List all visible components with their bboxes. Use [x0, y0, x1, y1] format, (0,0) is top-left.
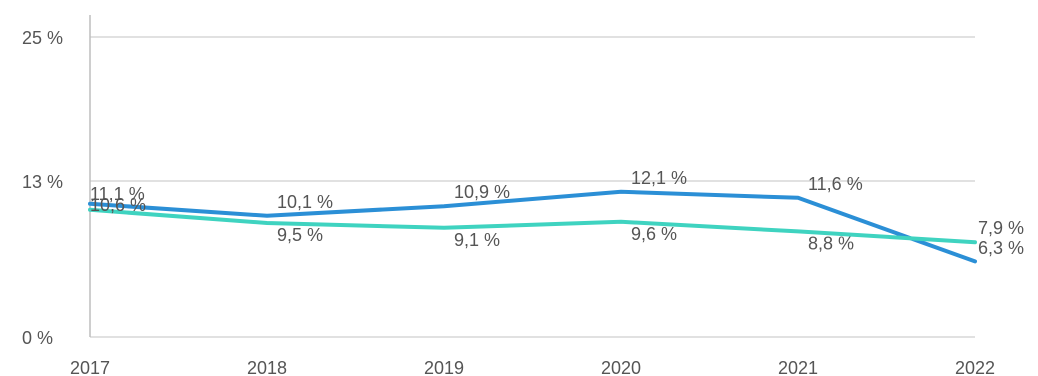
data-label: 12,1 %	[631, 168, 687, 188]
data-label: 10,9 %	[454, 182, 510, 202]
series-line-1	[88, 189, 977, 264]
data-label: 11,6 %	[808, 174, 863, 194]
x-tick-label: 2021	[778, 358, 818, 376]
x-tick-labels: 2017 2018 2019 2020 2021 2022	[70, 358, 995, 376]
data-label: 6,3 %	[978, 238, 1024, 258]
data-label: 8,8 %	[808, 233, 854, 253]
y-tick-labels: 0 % 13 % 25 %	[22, 28, 63, 348]
data-label: 11,1 %	[90, 184, 145, 204]
series-lines	[88, 189, 977, 264]
data-labels: 11,1 %10,6 % 10,1 % 9,5 % 10,9 % 9,1 % 12,1 %…	[90, 168, 1024, 258]
data-label: 7,9 %	[978, 218, 1024, 238]
data-label: 10,1 %	[277, 192, 333, 212]
y-tick-label: 13 %	[22, 172, 63, 192]
y-tick-label: 25 %	[22, 28, 63, 48]
x-tick-label: 2019	[424, 358, 464, 376]
data-label: 9,6 %	[631, 224, 677, 244]
x-tick-label: 2017	[70, 358, 110, 376]
data-label: 9,5 %	[277, 225, 323, 245]
y-tick-label: 0 %	[22, 328, 53, 348]
x-tick-label: 2022	[955, 358, 995, 376]
grid-lines	[90, 36, 975, 338]
x-tick-label: 2018	[247, 358, 287, 376]
data-label: 9,1 %	[454, 230, 500, 250]
data-label: 10,6 %	[90, 195, 146, 215]
x-tick-label: 2020	[601, 358, 641, 376]
series-line-2	[88, 207, 977, 245]
